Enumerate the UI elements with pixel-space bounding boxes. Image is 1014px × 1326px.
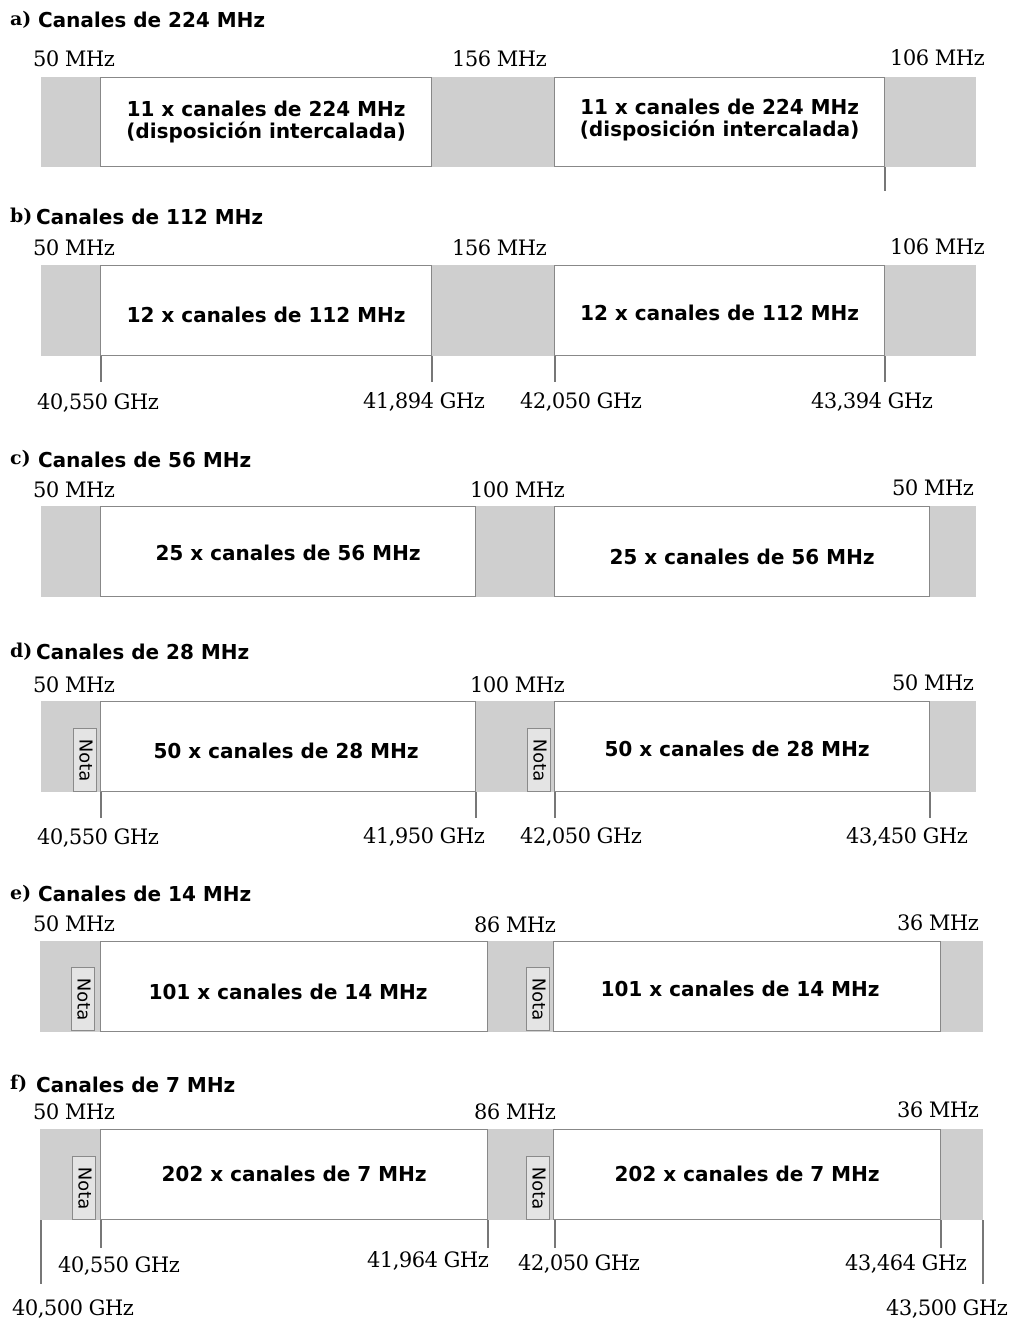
section-title: Canales de 224 MHz <box>38 8 266 32</box>
tick-mark <box>100 356 102 382</box>
guard-label-center: 100 MHz <box>470 673 565 697</box>
guard-band-center <box>475 506 555 597</box>
guard-band-right <box>940 941 983 1032</box>
tick-mark <box>982 1220 984 1284</box>
channel-block-label: 101 x canales de 14 MHz <box>148 980 428 1004</box>
tick-mark <box>431 356 433 382</box>
guard-label-left: 50 MHz <box>33 1100 115 1124</box>
tick-mark <box>884 356 886 382</box>
band-edge-label: 40,500 GHz <box>12 1296 134 1320</box>
freq-label: 40,550 GHz <box>37 390 159 414</box>
tick-mark <box>554 792 556 818</box>
note-label: Nota <box>527 1166 549 1210</box>
freq-label: 40,550 GHz <box>37 825 159 849</box>
guard-label-center: 100 MHz <box>470 478 565 502</box>
guard-band-left <box>41 506 101 597</box>
freq-label: 43,464 GHz <box>845 1251 967 1275</box>
section-title: Canales de 28 MHz <box>36 640 250 664</box>
tick-mark <box>40 1220 42 1284</box>
guard-band-left <box>41 265 101 356</box>
guard-label-center: 86 MHz <box>474 1100 556 1124</box>
guard-band-right <box>884 265 976 356</box>
guard-label-left: 50 MHz <box>33 47 115 71</box>
freq-label: 41,964 GHz <box>367 1248 489 1272</box>
channel-block-label: 202 x canales de 7 MHz <box>161 1162 427 1186</box>
guard-band-center <box>431 77 555 167</box>
note-label: Nota <box>72 977 94 1021</box>
guard-label-right: 106 MHz <box>890 235 985 259</box>
freq-label: 42,050 GHz <box>520 389 642 413</box>
guard-label-center: 156 MHz <box>452 236 547 260</box>
guard-label-right: 50 MHz <box>892 671 974 695</box>
guard-band-left <box>41 77 101 167</box>
guard-label-left: 50 MHz <box>33 478 115 502</box>
note-marker: Nota <box>72 1156 96 1220</box>
channel-block-label: 12 x canales de 112 MHz <box>126 303 406 327</box>
tick-mark <box>100 1220 102 1248</box>
note-marker: Nota <box>71 967 95 1031</box>
note-label: Nota <box>74 738 96 782</box>
tick-mark <box>929 792 931 818</box>
section-title: Canales de 56 MHz <box>38 448 252 472</box>
tick-mark <box>554 1220 556 1248</box>
section-letter: b) <box>10 205 33 227</box>
freq-label: 42,050 GHz <box>520 824 642 848</box>
tick-mark <box>884 167 886 191</box>
section-title: Canales de 112 MHz <box>36 205 264 229</box>
note-label: Nota <box>528 738 550 782</box>
tick-mark <box>940 1220 942 1248</box>
section-letter: d) <box>10 640 33 662</box>
guard-label-right: 50 MHz <box>892 476 974 500</box>
freq-label: 41,894 GHz <box>363 389 485 413</box>
guard-band-right <box>940 1129 983 1220</box>
guard-label-right: 36 MHz <box>897 911 979 935</box>
channel-block-label: 25 x canales de 56 MHz <box>609 545 875 569</box>
channel-block-label: 50 x canales de 28 MHz <box>604 737 870 761</box>
channel-block-label: 11 x canales de 224 MHz (disposición int… <box>126 97 406 143</box>
tick-mark <box>100 792 102 818</box>
guard-band-center <box>431 265 555 356</box>
guard-label-left: 50 MHz <box>33 673 115 697</box>
tick-mark <box>487 1220 489 1248</box>
guard-label-right: 36 MHz <box>897 1098 979 1122</box>
section-letter: f) <box>10 1072 28 1094</box>
tick-mark <box>554 356 556 382</box>
section-letter: e) <box>10 882 32 904</box>
tick-mark <box>475 792 477 818</box>
freq-label: 42,050 GHz <box>518 1251 640 1275</box>
guard-band-right <box>929 701 976 792</box>
note-label: Nota <box>73 1166 95 1210</box>
note-marker: Nota <box>526 967 550 1031</box>
freq-label: 43,394 GHz <box>811 389 933 413</box>
channel-block-label: 50 x canales de 28 MHz <box>153 739 419 763</box>
guard-band-right <box>929 506 976 597</box>
section-letter: a) <box>10 8 32 30</box>
guard-label-right: 106 MHz <box>890 46 985 70</box>
guard-label-center: 86 MHz <box>474 913 556 937</box>
channel-block-label: 11 x canales de 224 MHz (disposición int… <box>579 95 860 141</box>
band-edge-label: 43,500 GHz <box>886 1296 1008 1320</box>
section-title: Canales de 14 MHz <box>38 882 252 906</box>
channel-block-label: 202 x canales de 7 MHz <box>614 1162 880 1186</box>
section-title: Canales de 7 MHz <box>36 1073 236 1097</box>
section-letter: c) <box>10 447 31 469</box>
freq-label: 41,950 GHz <box>363 824 485 848</box>
guard-label-left: 50 MHz <box>33 912 115 936</box>
freq-label: 43,450 GHz <box>846 824 968 848</box>
channel-block-label: 101 x canales de 14 MHz <box>600 977 880 1001</box>
freq-label: 40,550 GHz <box>58 1253 180 1277</box>
guard-label-left: 50 MHz <box>33 236 115 260</box>
guard-band-right <box>884 77 976 167</box>
note-label: Nota <box>527 977 549 1021</box>
guard-label-center: 156 MHz <box>452 47 547 71</box>
channel-block-label: 25 x canales de 56 MHz <box>155 541 421 565</box>
note-marker: Nota <box>73 728 97 792</box>
channel-block-label: 12 x canales de 112 MHz <box>580 301 859 325</box>
note-marker: Nota <box>526 1156 550 1220</box>
note-marker: Nota <box>527 728 551 792</box>
